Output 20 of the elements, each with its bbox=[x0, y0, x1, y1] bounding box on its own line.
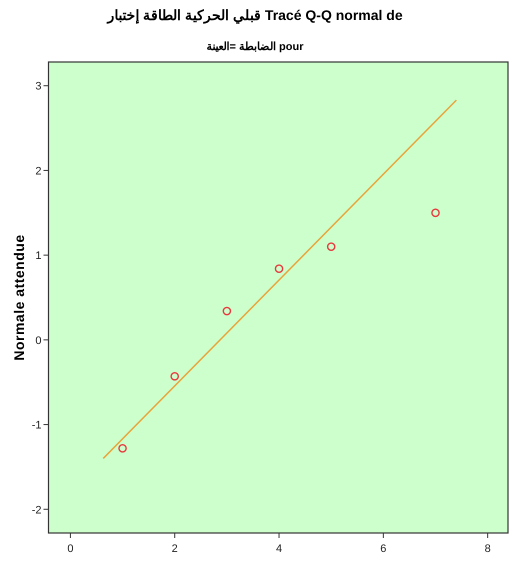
x-tick-label: 6 bbox=[380, 543, 386, 555]
x-tick-label: 8 bbox=[484, 543, 491, 555]
point bbox=[274, 264, 284, 273]
point bbox=[326, 242, 336, 251]
subtitle: pour الضابطة =العينة bbox=[206, 41, 304, 53]
y-tick-label: -2 bbox=[32, 504, 42, 516]
x-tick-label: 0 bbox=[67, 543, 74, 555]
y-axis-title: Normale attendue bbox=[11, 234, 27, 361]
point bbox=[170, 372, 180, 381]
point bbox=[222, 306, 232, 316]
title: Tracé Q-Q normal de قبلي الحركية الطاقة إختبار bbox=[107, 7, 403, 23]
y-tick-label: 2 bbox=[35, 165, 42, 178]
point bbox=[431, 208, 440, 218]
y-tick-label: -1 bbox=[32, 420, 42, 432]
y-tick-label: 3 bbox=[35, 80, 42, 93]
y-tick-label: 1 bbox=[35, 250, 42, 262]
x-tick-label: 2 bbox=[172, 543, 178, 555]
y-tick-label: 0 bbox=[35, 334, 42, 347]
point bbox=[118, 444, 127, 453]
x-tick-label: 4 bbox=[276, 543, 282, 555]
